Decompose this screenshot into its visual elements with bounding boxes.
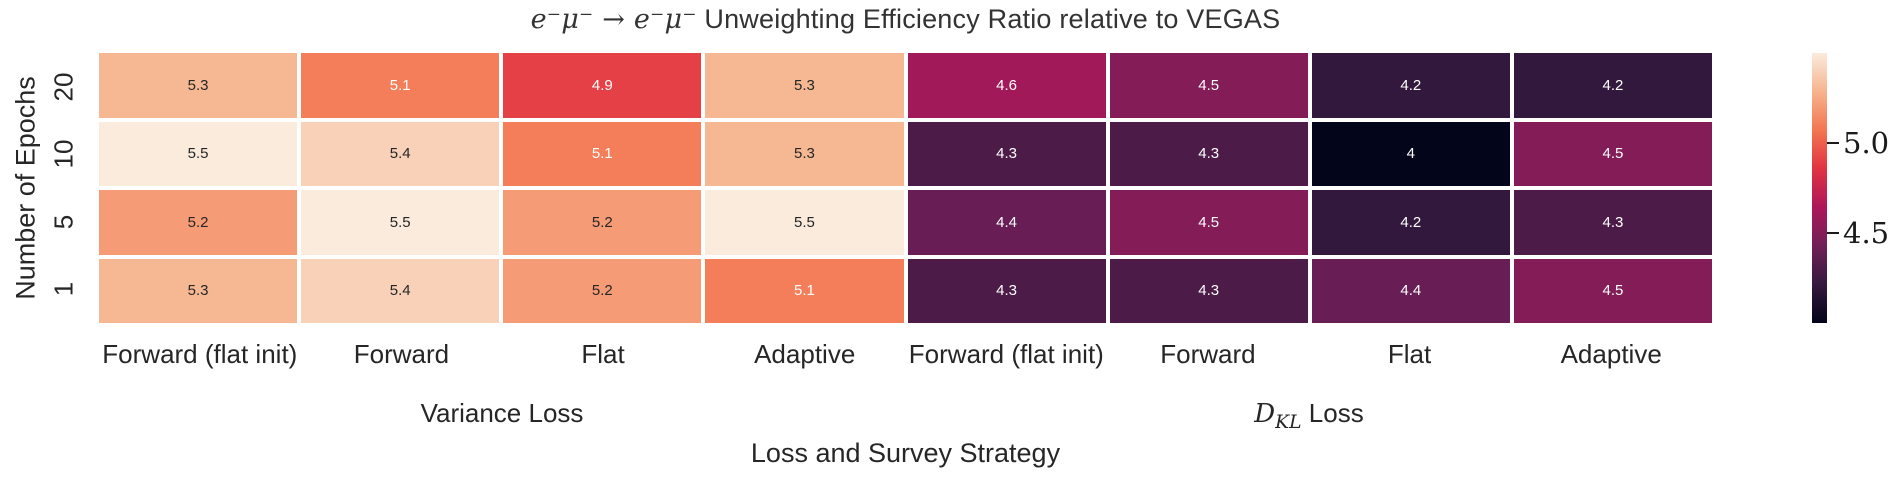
colorbar-tick-mark [1827,231,1839,235]
dkl-sub-text: KL [1275,412,1302,434]
heatmap-cell: 5.2 [503,258,702,323]
heatmap-cell: 4 [1311,121,1510,186]
x-tick-label: Forward (flat init) [908,339,1104,369]
x-tick-label: Forward [353,339,450,369]
heatmap-cell: 4.2 [1311,190,1510,255]
heatmap-cell: 5.1 [503,121,702,186]
heatmap-cell: 5.4 [301,258,500,323]
x-group-label-variance-loss: Variance Loss [99,398,905,429]
x-group-label-dkl-loss: DKL Loss [906,398,1712,433]
heatmap-cell: 4.6 [907,53,1106,118]
chart-title-text: Unweighting Efficiency Ratio relative to… [696,4,1281,34]
heatmap-cell: 4.3 [907,121,1106,186]
heatmap-cell: 5.1 [301,53,500,118]
x-tick-label: Adaptive [754,339,856,369]
x-tick-label: Forward [1160,339,1256,369]
heatmap-cell: 5.3 [99,258,298,323]
dkl-d-text: D [1254,399,1276,429]
heatmap-cell: 4.3 [1109,121,1308,186]
colorbar-tick-mark [1827,141,1839,145]
heatmap-cell: 4.5 [1513,121,1712,186]
y-axis-label: Number of Epochs [10,76,41,300]
heatmap-cell: 4.2 [1513,53,1712,118]
heatmap-cell: 5.2 [99,190,298,255]
colorbar [1812,53,1827,323]
y-tick-label: 5 [48,214,79,229]
heatmap-grid: 5.3 5.1 4.9 5.3 4.6 4.5 4.2 4.2 5.5 5.4 5.1 5.3 4.3 4… [99,53,1712,323]
heatmap-cell: 4.4 [907,190,1106,255]
x-tick-label: Flat [581,339,625,369]
heatmap-cell: 5.5 [705,190,904,255]
x-axis-label: Loss and Survey Strategy [750,438,1061,468]
variance-loss-text: Variance Loss [420,398,584,428]
heatmap-cell: 5.2 [503,190,702,255]
heatmap-cell: 4.3 [907,258,1106,323]
x-tick-label: Flat [1387,339,1432,369]
heatmap-cell: 5.3 [705,121,904,186]
y-tick-label: 10 [48,139,79,169]
y-tick-label: 1 [48,282,79,297]
x-tick-label: Forward (flat init) [102,339,298,369]
heatmap-cell: 4.4 [1311,258,1510,323]
dkl-loss-text: Loss [1301,398,1364,428]
chart-title-math: e⁻μ⁻ → e⁻μ⁻ [530,4,697,35]
heatmap-cell: 4.2 [1311,53,1510,118]
heatmap-cell: 5.5 [99,121,298,186]
heatmap-cell: 5.3 [99,53,298,118]
heatmap-cell: 5.3 [705,53,904,118]
heatmap-cell: 4.5 [1109,190,1308,255]
heatmap-cell: 4.3 [1109,258,1308,323]
heatmap-cell: 4.3 [1513,190,1712,255]
heatmap-cell: 5.1 [705,258,904,323]
chart-title: e⁻μ⁻ → e⁻μ⁻ Unweighting Efficiency Ratio… [99,4,1712,35]
colorbar-tick-label: 5.0 [1843,126,1890,160]
heatmap-cell: 5.4 [301,121,500,186]
heatmap-cell: 4.5 [1109,53,1308,118]
heatmap-cell: 5.5 [301,190,500,255]
y-tick-label: 20 [48,72,79,102]
colorbar-tick-label: 4.5 [1843,216,1890,250]
heatmap-cell: 4.5 [1513,258,1712,323]
heatmap-cell: 4.9 [503,53,702,118]
x-tick-label: Adaptive [1560,339,1662,369]
